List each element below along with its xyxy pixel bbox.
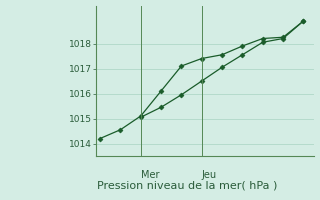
Text: Pression niveau de la mer( hPa ): Pression niveau de la mer( hPa ) — [97, 180, 277, 190]
Text: Mer: Mer — [141, 170, 159, 180]
Text: Jeu: Jeu — [202, 170, 217, 180]
